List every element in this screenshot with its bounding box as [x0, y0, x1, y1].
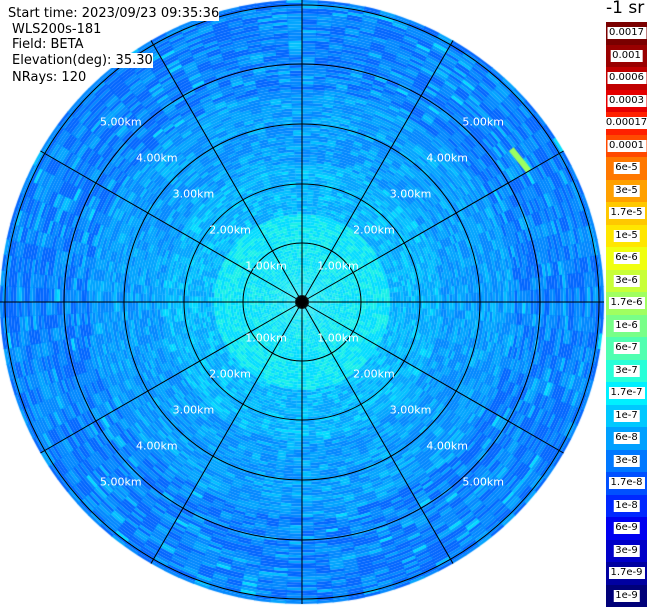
azimuth-spoke: [301, 150, 564, 303]
azimuth-spoke: [150, 40, 303, 303]
azimuth-spoke: [40, 150, 303, 303]
range-ring-label: 2.00km: [209, 223, 251, 237]
colorbar-tick-label: 0.0017: [607, 27, 646, 40]
azimuth-spoke: [301, 40, 454, 303]
colorbar-segment: 1.7e-5: [606, 202, 647, 225]
colorbar-tick-label: 0.0001: [607, 139, 646, 152]
colorbar-segment: 3e-9: [606, 539, 647, 563]
azimuth-spoke: [301, 301, 564, 454]
range-ring-label: 2.00km: [209, 367, 251, 380]
field-label: Field: BETA: [12, 37, 84, 52]
colorbar-tick-label: 1e-6: [613, 319, 640, 332]
colorbar-unit: -1 sr: [606, 0, 645, 18]
range-ring-label: 1.00km: [317, 259, 359, 273]
colorbar-tick-label: 1.7e-7: [608, 387, 645, 400]
colorbar-segment: 6e-9: [606, 517, 647, 540]
colorbar-tick-label: 1e-8: [613, 499, 640, 512]
colorbar-segment: 1.7e-8: [606, 472, 647, 495]
colorbar-tick-label: 6e-9: [613, 522, 640, 535]
range-ring-label: 2.00km: [353, 367, 395, 380]
colorbar-segment: 1e-6: [606, 314, 647, 338]
colorbar-segment: 0.001: [606, 44, 647, 68]
colorbar-tick-label: 0.00017: [603, 117, 647, 130]
azimuth-spoke: [150, 301, 303, 564]
colorbar-segment: 1.7e-7: [606, 382, 647, 405]
colorbar-tick-label: 1.7e-8: [608, 477, 645, 490]
colorbar-tick-label: 3e-9: [613, 544, 640, 557]
colorbar-segment: 0.0017: [606, 22, 647, 45]
colorbar-segment: 1e-7: [606, 404, 647, 428]
colorbar-tick-label: 6e-7: [613, 342, 640, 355]
colorbar-tick-label: 0.001: [610, 49, 643, 62]
colorbar-tick-label: 3e-7: [613, 364, 640, 377]
colorbar-tick-label: 1e-9: [613, 589, 640, 602]
colorbar-segment: 1e-8: [606, 494, 647, 518]
range-ring-label: 3.00km: [172, 187, 215, 201]
instrument-label: WLS200s-181: [12, 22, 102, 37]
range-ring-label: 5.00km: [462, 115, 504, 129]
range-ring-label: 4.00km: [136, 439, 178, 453]
colorbar-tick-label: 6e-6: [613, 252, 640, 265]
colorbar-segment: 6e-6: [606, 247, 647, 270]
colorbar-tick-label: 6e-8: [613, 432, 640, 445]
nrays-label: NRays: 120: [12, 70, 87, 85]
range-ring-label: 3.00km: [389, 403, 432, 417]
elevation-label: Elevation(deg): 35.30: [12, 53, 153, 68]
colorbar-tick-label: 1e-5: [613, 229, 640, 242]
range-ring-label: 5.00km: [462, 475, 504, 489]
colorbar-segment: 6e-5: [606, 157, 647, 180]
range-ring-label: 5.00km: [100, 115, 142, 129]
colorbar-tick-label: 3e-6: [613, 274, 640, 287]
colorbar-tick-label: 3e-5: [613, 184, 640, 197]
azimuth-spoke: [301, 301, 454, 564]
range-ring-label: 1.00km: [245, 259, 287, 273]
range-ring-label: 3.00km: [389, 187, 432, 201]
colorbar-segment: 3e-8: [606, 449, 647, 473]
range-ring-label: 4.00km: [426, 439, 468, 453]
range-ring-label: 2.00km: [353, 223, 395, 237]
colorbar-tick-label: 1e-7: [613, 409, 640, 422]
colorbar-segment: 1.7e-6: [606, 292, 647, 315]
colorbar-tick-label: 0.0006: [607, 72, 646, 85]
colorbar-segment: 3e-7: [606, 359, 647, 383]
colorbar-segment: 6e-7: [606, 337, 647, 360]
colorbar-segment: 0.0003: [606, 89, 647, 113]
range-ring-label: 4.00km: [136, 151, 178, 165]
colorbar-segment: 0.0006: [606, 67, 647, 90]
colorbar-segment: 3e-6: [606, 269, 647, 293]
colorbar-segment: 6e-8: [606, 427, 647, 450]
colorbar-tick-label: 3e-8: [613, 454, 640, 467]
colorbar-segment: 3e-5: [606, 179, 647, 203]
range-ring-label: 1.00km: [317, 331, 359, 345]
range-ring-label: 3.00km: [172, 403, 215, 417]
colorbar-tick-label: 1.7e-5: [608, 207, 645, 220]
colorbar-segment: 0.0001: [606, 134, 647, 158]
start-time-label: Start time: 2023/09/23 09:35:36: [8, 6, 220, 21]
range-ring-label: 1.00km: [245, 331, 287, 345]
colorbar-segment: 1e-9: [606, 584, 647, 607]
colorbar-segment: 0.00017: [603, 112, 647, 135]
colorbar-tick-label: 1.7e-9: [608, 567, 645, 580]
range-ring-label: 5.00km: [100, 475, 142, 489]
colorbar-tick-label: 0.0003: [607, 94, 646, 107]
colorbar-tick-label: 1.7e-6: [608, 297, 645, 310]
range-ring-label: 4.00km: [426, 151, 468, 165]
colorbar-segment: 1.7e-9: [606, 562, 647, 585]
colorbar-tick-label: 6e-5: [613, 162, 640, 175]
azimuth-spoke: [40, 301, 303, 454]
colorbar-segment: 1e-5: [606, 224, 647, 248]
